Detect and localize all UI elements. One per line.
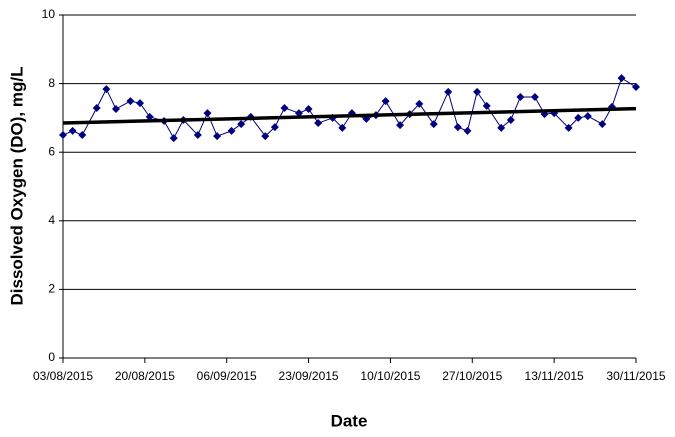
x-tick-label: 23/09/2015 <box>279 369 339 383</box>
x-tick-label: 06/09/2015 <box>197 369 257 383</box>
data-point <box>583 112 592 121</box>
data-point <box>280 103 289 112</box>
data-point <box>530 92 539 101</box>
x-tick-label: 03/08/2015 <box>33 369 93 383</box>
data-point <box>574 113 583 122</box>
y-tick-label: 8 <box>48 76 55 90</box>
data-point <box>213 132 222 141</box>
x-tick-label: 13/11/2015 <box>525 369 584 383</box>
data-point <box>145 112 154 121</box>
data-point <box>227 126 236 135</box>
y-tick-label: 0 <box>48 350 55 364</box>
data-point <box>59 131 67 140</box>
x-tick-label: 10/10/2015 <box>360 369 420 383</box>
y-tick-label: 6 <box>48 144 55 158</box>
data-point <box>415 99 424 108</box>
data-point <box>294 109 303 118</box>
data-point <box>68 126 77 135</box>
data-point <box>136 99 145 108</box>
data-point <box>203 109 212 118</box>
data-point <box>126 97 135 106</box>
data-point <box>497 123 506 132</box>
data-point <box>92 103 101 112</box>
data-point <box>516 92 525 101</box>
data-point <box>598 120 607 129</box>
data-point <box>463 126 472 135</box>
data-point <box>473 87 482 96</box>
data-point <box>270 123 279 132</box>
x-tick-label: 20/08/2015 <box>115 369 175 383</box>
data-point <box>453 123 462 132</box>
data-line <box>62 77 637 140</box>
data-point <box>102 85 111 94</box>
data-point <box>304 104 313 113</box>
x-tick-label: 30/11/2015 <box>606 369 665 383</box>
data-point <box>617 74 626 83</box>
x-tick-label: 27/10/2015 <box>442 369 502 383</box>
data-point <box>396 121 405 130</box>
y-tick-label: 10 <box>42 7 56 21</box>
data-point <box>444 87 453 96</box>
data-point <box>632 83 640 92</box>
trend-line <box>62 106 637 125</box>
data-point <box>429 120 438 129</box>
y-axis-title: Dissolved Oxygen (DO), mg/L <box>7 67 26 306</box>
data-point <box>78 131 87 140</box>
data-point <box>111 104 120 113</box>
x-axis-title: Date <box>331 411 368 430</box>
data-point <box>193 131 202 140</box>
data-point <box>381 97 390 106</box>
data-point <box>169 134 178 143</box>
data-point <box>338 123 347 132</box>
data-point <box>564 123 573 132</box>
y-tick-label: 4 <box>48 213 55 227</box>
data-point <box>314 119 323 128</box>
data-point <box>261 132 270 141</box>
data-point <box>482 101 491 110</box>
data-point <box>237 120 246 129</box>
y-tick-label: 2 <box>48 282 55 296</box>
data-point <box>506 115 515 124</box>
